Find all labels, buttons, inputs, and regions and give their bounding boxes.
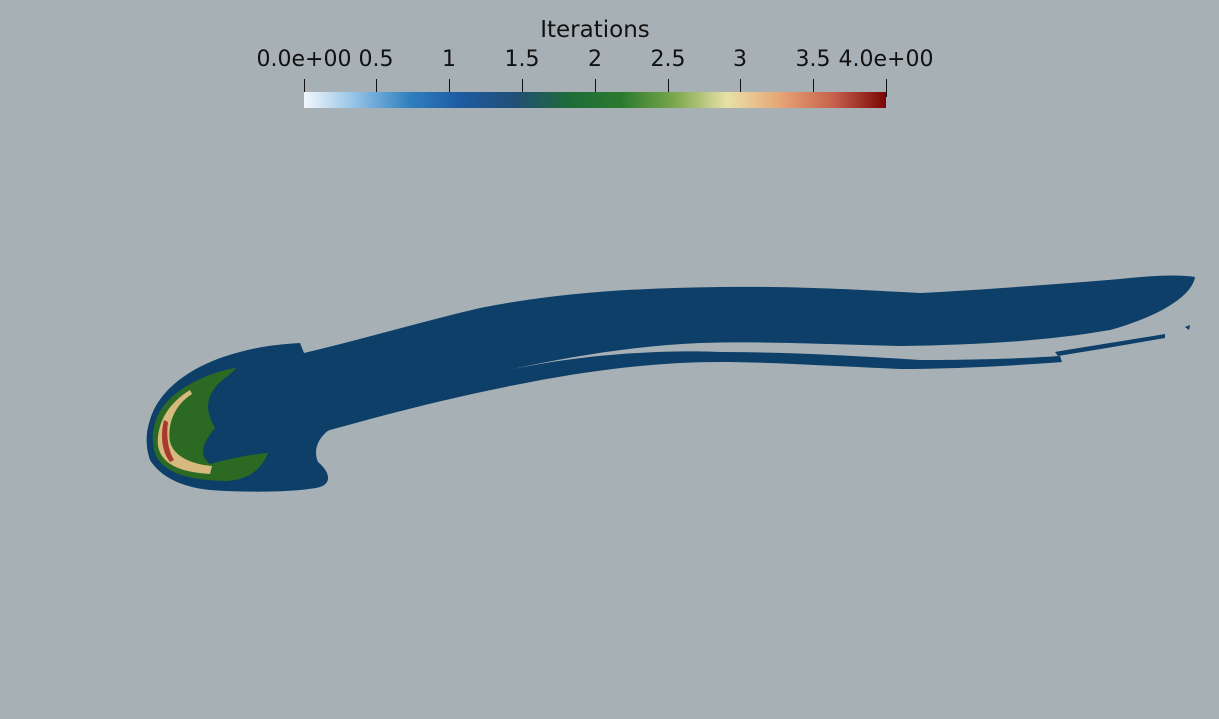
colorbar-tick-mark xyxy=(304,79,305,97)
plume-region-one-iteration xyxy=(146,275,1196,492)
colorbar-tick-mark xyxy=(740,79,741,97)
colorbar-tick-mark xyxy=(522,79,523,97)
colorbar-tick-mark xyxy=(376,79,377,97)
plume-region-four-iterations xyxy=(162,420,174,462)
plume-region-three-iterations xyxy=(157,390,212,474)
colorbar-tick-mark xyxy=(449,79,450,97)
colorbar-title: Iterations xyxy=(540,17,650,43)
colorbar-tick-mark xyxy=(813,79,814,97)
colorbar-tick-label: 0.5 xyxy=(358,47,394,72)
colorbar-gradient xyxy=(304,92,886,108)
colorbar-tick-mark xyxy=(668,79,669,97)
colorbar-tick-mark xyxy=(595,79,596,97)
plume-streak xyxy=(1055,334,1165,356)
colorbar-max-label: 4.0e+00 xyxy=(838,47,934,72)
plume-streak xyxy=(300,351,1062,433)
plume-streak xyxy=(1185,325,1190,330)
colorbar-tick-label: 2.5 xyxy=(650,47,686,72)
colorbar-tick-label: 2 xyxy=(588,47,602,72)
colorbar-tick-label: 1.5 xyxy=(504,47,540,72)
colorbar-tick-label: 1 xyxy=(442,47,456,72)
colorbar-tick-label: 3 xyxy=(733,47,747,72)
colorbar-tick-mark xyxy=(886,79,887,97)
colorbar-min-label: 0.0e+00 xyxy=(256,47,352,72)
colorbar-tick-label: 3.5 xyxy=(795,47,831,72)
